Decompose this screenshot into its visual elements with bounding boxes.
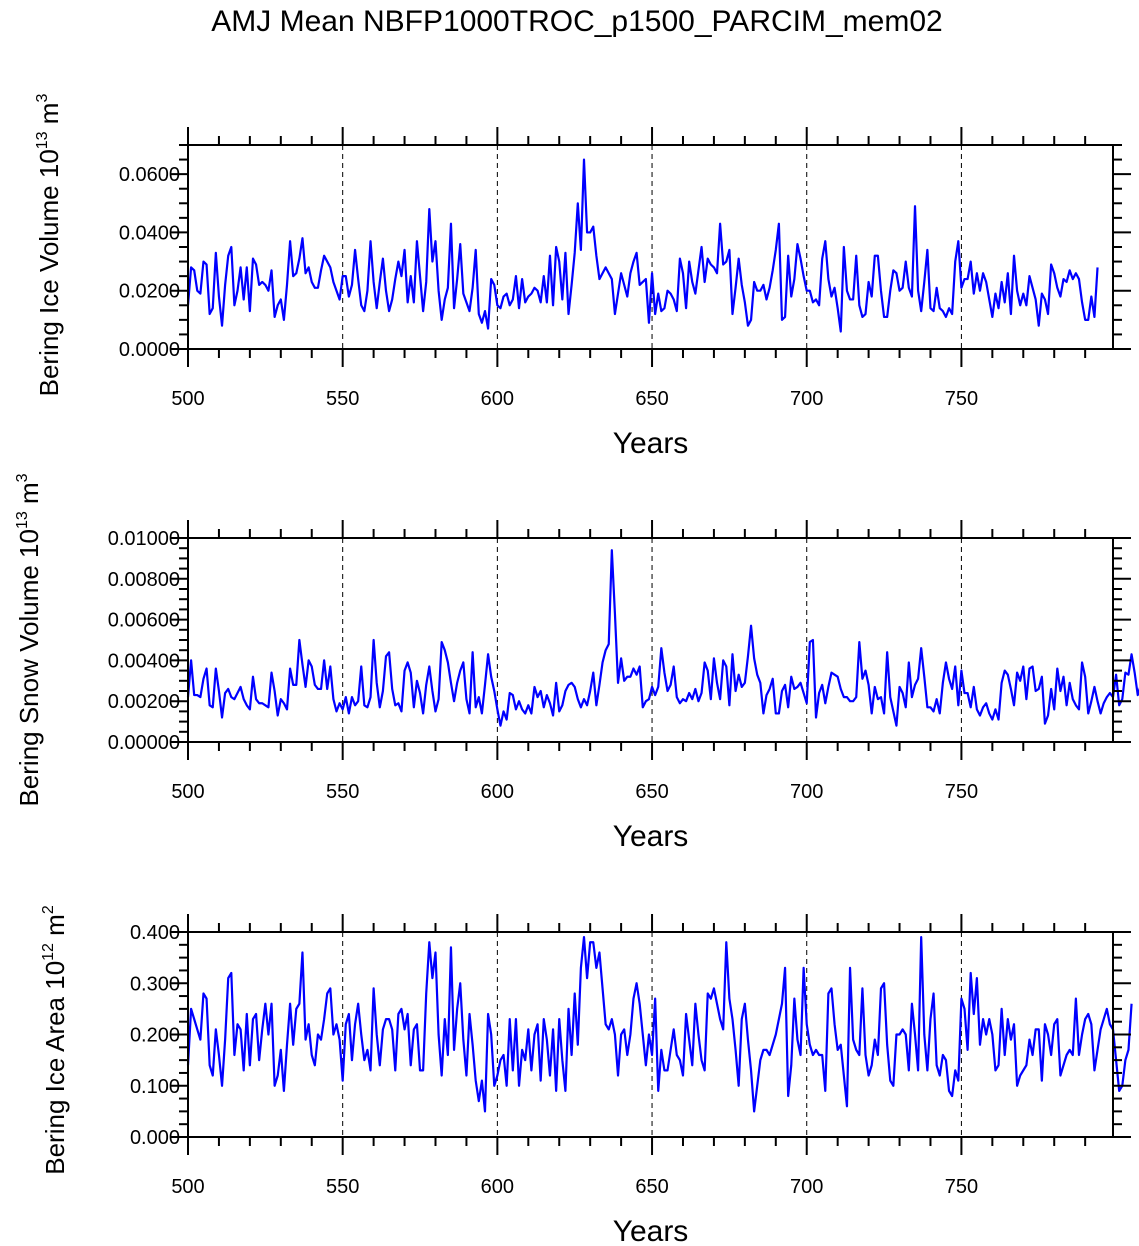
x-tick-label: 700 xyxy=(790,781,823,803)
x-tick-label: 500 xyxy=(171,781,204,803)
chart-title: AMJ Mean NBFP1000TROC_p1500_PARCIM_mem02 xyxy=(211,5,943,38)
x-axis-label: Years xyxy=(613,1215,689,1246)
y-axis-label: Bering Ice Volume 1013 m3 xyxy=(34,94,64,397)
x-tick-label: 650 xyxy=(635,1176,668,1198)
x-tick-label: 700 xyxy=(790,388,823,410)
x-tick-label: 550 xyxy=(326,781,359,803)
x-tick-label: 750 xyxy=(945,388,978,410)
x-tick-label: 650 xyxy=(635,781,668,803)
y-tick-label: 0.100 xyxy=(130,1076,180,1098)
x-tick-label: 750 xyxy=(945,781,978,803)
y-tick-label: 0.0000 xyxy=(119,339,180,361)
y-tick-label: 0.0400 xyxy=(119,222,180,244)
x-tick-label: 750 xyxy=(945,1176,978,1198)
data-line xyxy=(186,936,1133,1113)
y-tick-label: 0.00800 xyxy=(108,569,180,591)
y-tick-label: 0.000 xyxy=(130,1127,180,1149)
y-tick-label: 0.0600 xyxy=(119,164,180,186)
x-axis-label: Years xyxy=(613,820,689,853)
panel-ice-area: 500 550 600 650 700 750 0.000 0.100 0.200 0.300 0.… xyxy=(40,905,1133,1246)
y-tick-label: 0.00600 xyxy=(108,610,180,632)
y-tick-label: 0.00400 xyxy=(108,650,180,672)
x-tick-label: 700 xyxy=(790,1176,823,1198)
y-axis-label: Bering Snow Volume 1013 m3 xyxy=(14,473,44,806)
y-tick-label: 0.00000 xyxy=(108,732,180,754)
plot-frame xyxy=(187,931,1114,1138)
x-axis-label: Years xyxy=(613,427,689,460)
x-tick-label: 600 xyxy=(481,1176,514,1198)
x-tick-label: 500 xyxy=(171,1176,204,1198)
y-tick-label: 0.00200 xyxy=(108,691,180,713)
data-line xyxy=(186,158,1099,333)
x-tick-label: 600 xyxy=(481,781,514,803)
data-line xyxy=(186,549,1139,727)
y-tick-label: 0.300 xyxy=(130,973,180,995)
x-tick-label: 550 xyxy=(326,1176,359,1198)
y-tick-label: 0.400 xyxy=(130,922,180,944)
x-tick-label: 650 xyxy=(635,388,668,410)
y-tick-label: 0.200 xyxy=(130,1025,180,1047)
y-axis-label: Bering Ice Area 1012 m2 xyxy=(40,905,70,1175)
y-tick-label: 0.0200 xyxy=(119,281,180,303)
plot-frame xyxy=(187,537,1114,743)
x-tick-label: 600 xyxy=(481,388,514,410)
y-tick-label: 0.01000 xyxy=(108,528,180,550)
x-tick-label: 550 xyxy=(326,388,359,410)
panel-snow-volume: 500 550 600 650 700 750 0.00000 0.00200 0.00400 0… xyxy=(14,473,1139,853)
panel-ice-volume: 500 550 600 650 700 750 0.0000 0.0200 0.0400 0.06… xyxy=(34,94,1131,460)
x-tick-label: 500 xyxy=(171,388,204,410)
plot-frame xyxy=(187,144,1114,350)
